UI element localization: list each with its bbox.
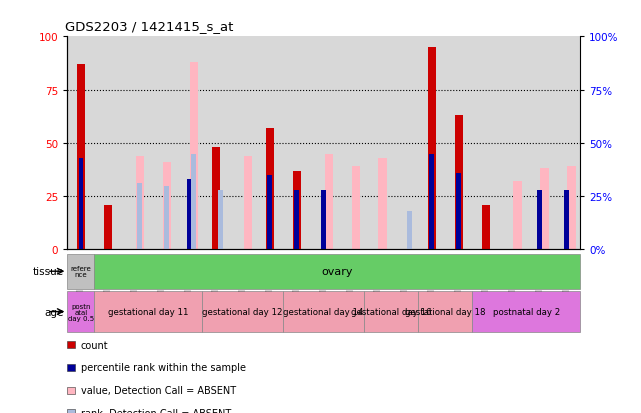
Text: postn
atal
day 0.5: postn atal day 0.5	[68, 303, 94, 321]
Bar	[104, 205, 112, 250]
Bar	[67, 291, 94, 332]
Bar	[283, 291, 364, 332]
Bar	[472, 291, 580, 332]
Text: postnatal day 2: postnatal day 2	[492, 307, 560, 316]
Bar	[79, 159, 83, 250]
Bar	[537, 190, 542, 250]
Bar	[265, 128, 274, 250]
Text: rank, Detection Call = ABSENT: rank, Detection Call = ABSENT	[81, 408, 231, 413]
Text: refere
nce: refere nce	[71, 265, 91, 278]
Bar	[322, 190, 326, 250]
Text: value, Detection Call = ABSENT: value, Detection Call = ABSENT	[81, 385, 236, 395]
Bar	[212, 148, 220, 250]
Bar	[136, 156, 144, 250]
Bar	[540, 169, 549, 250]
Bar	[481, 205, 490, 250]
Bar	[378, 159, 387, 250]
Bar	[267, 176, 272, 250]
Bar	[513, 182, 522, 250]
Bar	[429, 154, 434, 250]
Bar	[77, 65, 85, 250]
Bar	[364, 291, 418, 332]
Bar	[294, 190, 299, 250]
Text: gestational day 12: gestational day 12	[203, 307, 283, 316]
Text: age: age	[45, 307, 64, 317]
Bar	[94, 291, 203, 332]
Text: gestational day 11: gestational day 11	[108, 307, 188, 316]
Bar	[567, 167, 576, 250]
Bar	[407, 211, 412, 250]
Bar	[564, 190, 569, 250]
Bar	[67, 254, 94, 289]
Bar	[428, 48, 436, 250]
Bar	[164, 186, 169, 250]
Text: GDS2203 / 1421415_s_at: GDS2203 / 1421415_s_at	[65, 20, 233, 33]
Bar	[219, 190, 223, 250]
Text: percentile rank within the sample: percentile rank within the sample	[81, 363, 246, 373]
Text: tissue: tissue	[33, 266, 64, 277]
Bar	[192, 154, 196, 250]
Bar	[418, 291, 472, 332]
Bar	[456, 173, 461, 250]
Bar	[324, 154, 333, 250]
Text: gestational day 14: gestational day 14	[283, 307, 364, 316]
Bar	[163, 163, 171, 250]
Text: count: count	[81, 340, 108, 350]
Text: gestational day 18: gestational day 18	[405, 307, 485, 316]
Text: gestational day 16: gestational day 16	[351, 307, 431, 316]
Bar	[187, 180, 191, 250]
Bar	[454, 116, 463, 250]
Bar	[351, 167, 360, 250]
Text: ovary: ovary	[321, 266, 353, 277]
Bar	[190, 63, 197, 250]
Bar	[203, 291, 283, 332]
Bar	[244, 156, 252, 250]
Bar	[293, 171, 301, 250]
Bar	[137, 184, 142, 250]
